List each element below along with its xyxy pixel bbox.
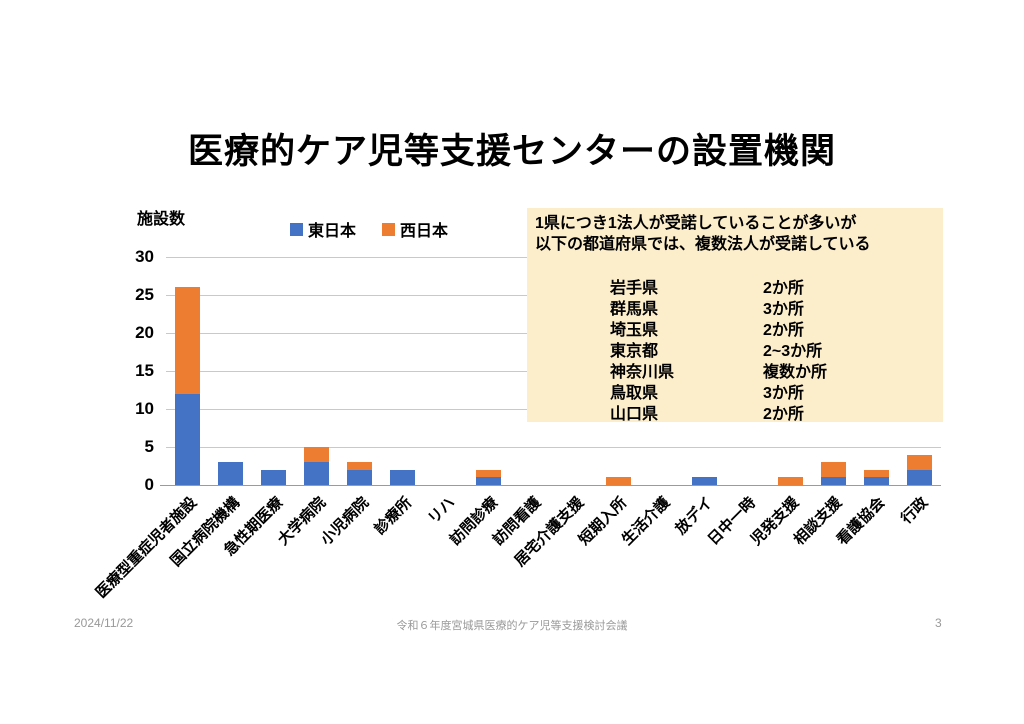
footer-title: 令和６年度宮城県医療的ケア児等支援検討会議 bbox=[396, 620, 628, 632]
note-line-2: 以下の都道府県では、複数法人が受諾している bbox=[535, 236, 871, 253]
bar-segment bbox=[906, 469, 932, 485]
note-count: 3か所 bbox=[763, 301, 804, 318]
y-tick-label: 25 bbox=[135, 285, 154, 304]
y-tick-label: 5 bbox=[144, 437, 154, 456]
note-count: 2か所 bbox=[763, 322, 804, 339]
y-tick-label: 10 bbox=[135, 399, 154, 418]
note-prefecture: 鳥取県 bbox=[610, 385, 659, 402]
legend-swatch bbox=[290, 222, 303, 236]
bar-segment bbox=[820, 477, 846, 485]
bar-segment bbox=[906, 454, 932, 470]
note-prefecture: 埼玉県 bbox=[610, 322, 659, 339]
note-row: 群馬県 3か所 bbox=[535, 299, 943, 320]
note-prefecture: 神奈川県 bbox=[610, 364, 675, 381]
chart-legend: 東日本 西日本 bbox=[290, 217, 448, 241]
bar-segment bbox=[347, 462, 373, 470]
bar-segment bbox=[304, 447, 330, 463]
bar-segment bbox=[347, 469, 373, 485]
y-tick-label: 15 bbox=[135, 361, 154, 380]
y-tick-label: 0 bbox=[144, 475, 154, 494]
x-category-label-text: リハ bbox=[424, 494, 459, 528]
bar-segment bbox=[863, 477, 889, 485]
note-prefecture: 東京都 bbox=[610, 343, 659, 360]
note-box: 1県につき1法人が受諾していることが多いが 以下の都道府県では、複数法人が受諾し… bbox=[527, 208, 943, 425]
y-tick-label: 30 bbox=[135, 247, 154, 266]
bar-segment bbox=[863, 469, 889, 478]
bar-segment bbox=[605, 477, 631, 485]
bar-segment bbox=[476, 469, 502, 478]
note-count: 2か所 bbox=[763, 406, 804, 423]
note-count: 2~3か所 bbox=[763, 343, 823, 360]
slide-title: 医療的ケア児等支援センターの設置機関 bbox=[187, 132, 836, 171]
note-row: 東京都 2~3か所 bbox=[535, 341, 943, 362]
grid-line bbox=[166, 446, 941, 448]
legend-swatch bbox=[382, 222, 396, 236]
note-row: 岩手県 2か所 bbox=[535, 278, 943, 299]
footer-page-number: 3 bbox=[935, 616, 942, 630]
footer: 2024/11/22 令和６年度宮城県医療的ケア児等支援検討会議 3 bbox=[0, 616, 1024, 636]
bar-segment bbox=[691, 477, 717, 485]
bar-segment bbox=[175, 393, 201, 485]
note-row: 山口県 2か所 bbox=[535, 404, 943, 425]
legend-item: 東日本 bbox=[290, 217, 356, 241]
bar-segment bbox=[218, 462, 244, 485]
note-rows: 岩手県 2か所 群馬県 3か所 埼玉県 2か所 東京都 2~3か所 神奈川県 複数か所 鳥取県 3か所… bbox=[535, 278, 943, 425]
note-count: 2か所 bbox=[763, 280, 804, 297]
footer-date: 2024/11/22 bbox=[74, 616, 134, 630]
note-line-1: 1県につき1法人が受諾していることが多いが bbox=[535, 215, 857, 232]
note-row: 埼玉県 2か所 bbox=[535, 320, 943, 341]
x-category-label-text: 診療所 bbox=[371, 494, 415, 538]
bar-segment bbox=[304, 462, 330, 485]
bar-segment bbox=[476, 477, 502, 485]
bar-segment bbox=[777, 477, 803, 485]
note-count: 複数か所 bbox=[763, 364, 828, 381]
legend-label: 東日本 bbox=[308, 223, 357, 240]
x-category-label-text: 行政 bbox=[898, 494, 932, 528]
note-count: 3か所 bbox=[763, 385, 804, 402]
bar-segment bbox=[820, 462, 846, 478]
note-row: 鳥取県 3か所 bbox=[535, 383, 943, 404]
y-axis-title: 施設数 bbox=[137, 211, 186, 228]
bar-segment bbox=[261, 469, 287, 485]
x-axis-line bbox=[160, 484, 941, 486]
note-prefecture: 群馬県 bbox=[610, 301, 659, 318]
note-prefecture: 山口県 bbox=[610, 406, 659, 423]
bar-segment bbox=[390, 469, 416, 485]
note-prefecture: 岩手県 bbox=[610, 280, 659, 297]
bar-segment bbox=[175, 287, 201, 394]
legend-label: 西日本 bbox=[400, 223, 449, 240]
note-row: 神奈川県 複数か所 bbox=[535, 362, 943, 383]
legend-item: 西日本 bbox=[382, 217, 448, 241]
y-tick-label: 20 bbox=[135, 323, 154, 342]
